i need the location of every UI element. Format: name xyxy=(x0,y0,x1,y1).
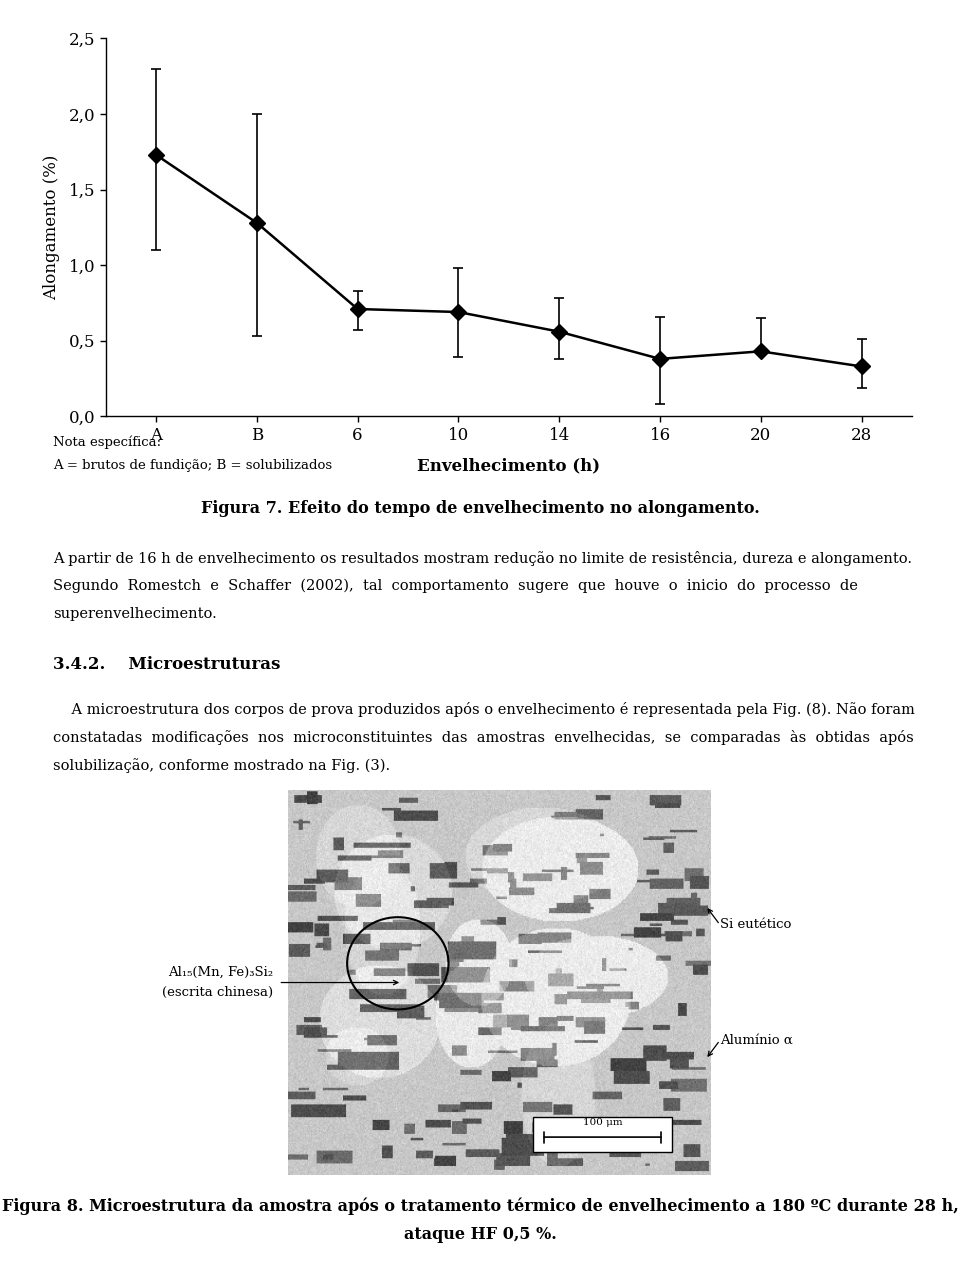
Text: Alumínio α: Alumínio α xyxy=(720,1034,793,1047)
Text: superenvelhecimento.: superenvelhecimento. xyxy=(53,607,217,621)
Text: A microestrutura dos corpos de prova produzidos após o envelhecimento é represen: A microestrutura dos corpos de prova pro… xyxy=(53,702,915,717)
Text: solubilização, conforme mostrado na Fig. (3).: solubilização, conforme mostrado na Fig.… xyxy=(53,758,390,774)
Bar xyxy=(533,1117,672,1152)
Text: ataque HF 0,5 %.: ataque HF 0,5 %. xyxy=(403,1226,557,1243)
Text: 3.4.2.    Microestruturas: 3.4.2. Microestruturas xyxy=(53,656,280,673)
Text: Figura 7. Efeito do tempo de envelhecimento no alongamento.: Figura 7. Efeito do tempo de envelhecime… xyxy=(201,500,759,516)
Text: Al₁₅(Mn, Fe)₃Si₂: Al₁₅(Mn, Fe)₃Si₂ xyxy=(168,966,274,979)
Text: A partir de 16 h de envelhecimento os resultados mostram redução no limite de re: A partir de 16 h de envelhecimento os re… xyxy=(53,551,912,566)
Text: A = brutos de fundição; B = solubilizados: A = brutos de fundição; B = solubilizado… xyxy=(53,459,332,471)
Text: Si eutético: Si eutético xyxy=(720,918,791,931)
X-axis label: Envelhecimento (h): Envelhecimento (h) xyxy=(418,457,600,475)
Text: constatadas  modificações  nos  microconstituintes  das  amostras  envelhecidas,: constatadas modificações nos microconsti… xyxy=(53,730,914,746)
Text: Segundo  Romestch  e  Schaffer  (2002),  tal  comportamento  sugere  que  houve : Segundo Romestch e Schaffer (2002), tal … xyxy=(53,579,857,593)
Text: Figura 8. Microestrutura da amostra após o tratamento térmico de envelhecimento : Figura 8. Microestrutura da amostra após… xyxy=(2,1198,958,1216)
Text: (escrita chinesa): (escrita chinesa) xyxy=(162,986,274,999)
Text: Nota específica:: Nota específica: xyxy=(53,436,161,450)
Text: 100 μm: 100 μm xyxy=(583,1118,622,1127)
Y-axis label: Alongamento (%): Alongamento (%) xyxy=(43,155,60,300)
